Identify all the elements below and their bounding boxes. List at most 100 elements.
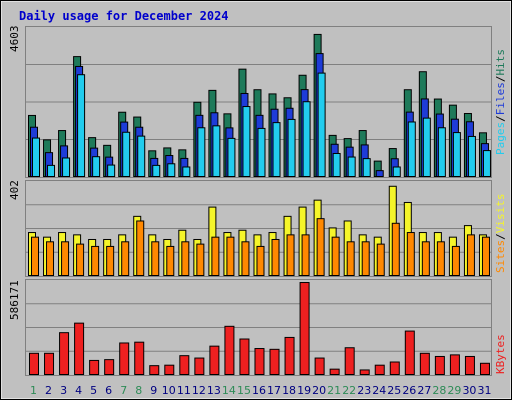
x-tick-label: 2 xyxy=(45,384,52,397)
scale-label-hits: 4603 xyxy=(8,26,21,53)
bar-kbytes-day-5 xyxy=(89,359,100,376)
x-tick-label: 26 xyxy=(402,384,416,397)
bar-kbytes-day-8 xyxy=(134,341,145,375)
bars-hits-files-pages xyxy=(26,33,492,178)
bar-kbytes-day-22 xyxy=(344,347,355,376)
bar-sites-day-12 xyxy=(196,243,205,276)
bar-pages-day-23 xyxy=(362,158,371,178)
bar-kbytes-day-7 xyxy=(119,342,130,376)
bar-sites-day-8 xyxy=(136,220,145,277)
x-tick-label: 23 xyxy=(357,384,371,397)
bar-pages-day-19 xyxy=(302,101,311,177)
x-tick-label: 17 xyxy=(267,384,281,397)
bar-sites-day-4 xyxy=(76,243,85,276)
bar-pages-day-3 xyxy=(62,157,71,177)
bar-kbytes-day-19 xyxy=(299,282,310,375)
bar-kbytes-day-17 xyxy=(269,348,280,375)
x-tick-label: 22 xyxy=(342,384,356,397)
bar-pages-day-30 xyxy=(467,135,476,178)
legend-sep-2: / xyxy=(494,76,507,83)
x-tick-label: 25 xyxy=(387,384,401,397)
bar-kbytes-day-21 xyxy=(329,368,340,375)
bar-kbytes-day-30 xyxy=(464,355,475,375)
bar-sites-day-18 xyxy=(286,234,295,277)
x-tick-label: 3 xyxy=(60,384,67,397)
bar-pages-day-22 xyxy=(347,156,356,178)
bar-sites-day-25 xyxy=(391,222,400,276)
legend-hits: Hits xyxy=(494,49,507,76)
legend-pages: Pages xyxy=(494,122,507,155)
bar-pages-day-25 xyxy=(392,166,401,177)
bar-pages-day-10 xyxy=(167,163,176,178)
bar-sites-day-9 xyxy=(151,241,160,276)
bar-kbytes-day-6 xyxy=(104,359,115,375)
bar-sites-day-26 xyxy=(406,232,415,276)
bar-pages-day-8 xyxy=(137,135,146,177)
bar-pages-day-17 xyxy=(272,122,281,178)
bar-sites-day-21 xyxy=(331,236,340,277)
legend-visits-sites: Sites/Visits xyxy=(494,194,507,274)
bar-kbytes-day-25 xyxy=(389,361,400,375)
bar-sites-day-3 xyxy=(61,241,70,276)
bar-sites-day-13 xyxy=(211,236,220,277)
x-tick-label: 29 xyxy=(447,384,461,397)
x-axis-days: 1 2 3 4 5 6 7 8 9 10 11 12 13 14 15 16 17 18 19 20 21 22 23 24 2… xyxy=(30,384,491,397)
legend-sites: Sites xyxy=(494,240,507,273)
bar-kbytes-day-10 xyxy=(164,364,175,376)
bars-visits-sites xyxy=(26,185,492,277)
panel-hits-files-pages: 4603 Pages/Files/Hits xyxy=(8,26,507,178)
bar-pages-day-6 xyxy=(107,164,116,178)
bar-kbytes-day-11 xyxy=(179,355,190,376)
panel-visits-sites: 402 Sites/Visits xyxy=(8,180,507,277)
x-tick-label: 30 xyxy=(462,384,476,397)
x-tick-label: 12 xyxy=(192,384,206,397)
bar-sites-day-1 xyxy=(31,236,39,277)
bar-pages-day-9 xyxy=(152,164,161,178)
legend-sep-1: / xyxy=(494,115,507,122)
scale-label-kbytes: 586171 xyxy=(8,280,21,320)
bar-kbytes-day-13 xyxy=(209,345,220,376)
bar-sites-day-17 xyxy=(271,238,280,277)
x-tick-label: 14 xyxy=(222,384,236,397)
bar-pages-day-7 xyxy=(122,131,131,177)
x-tick-label: 15 xyxy=(237,384,251,397)
x-tick-label: 5 xyxy=(90,384,97,397)
bar-kbytes-day-4 xyxy=(74,322,85,375)
x-tick-label: 18 xyxy=(282,384,296,397)
bar-pages-day-12 xyxy=(197,127,206,177)
bar-sites-day-28 xyxy=(436,241,445,276)
bar-kbytes-day-29 xyxy=(449,354,460,376)
bar-kbytes-day-12 xyxy=(194,357,205,376)
x-tick-label: 31 xyxy=(477,384,491,397)
bar-pages-day-11 xyxy=(182,166,191,177)
bar-pages-day-20 xyxy=(317,72,326,177)
chart-title: Daily usage for December 2024 xyxy=(19,9,229,23)
x-tick-label: 6 xyxy=(105,384,112,397)
bar-sites-day-10 xyxy=(166,245,175,276)
x-tick-label: 4 xyxy=(75,384,82,397)
legend-kbytes-label: KBytes xyxy=(494,334,507,374)
bar-sites-day-24 xyxy=(376,243,385,276)
bar-sites-day-23 xyxy=(361,241,370,276)
bar-pages-day-29 xyxy=(452,132,461,178)
bar-sites-day-16 xyxy=(256,245,265,276)
legend-visits: Visits xyxy=(494,194,507,234)
bar-pages-day-16 xyxy=(257,127,266,177)
bar-kbytes-day-28 xyxy=(434,355,445,375)
x-tick-label: 9 xyxy=(150,384,157,397)
legend-files: Files xyxy=(494,82,507,115)
x-tick-label: 21 xyxy=(327,384,341,397)
bar-pages-day-4 xyxy=(77,74,86,177)
x-tick-label: 1 xyxy=(30,384,37,397)
bar-sites-day-7 xyxy=(121,241,130,276)
bar-pages-day-15 xyxy=(242,106,251,177)
bar-kbytes-day-1 xyxy=(29,352,39,376)
bar-sites-day-11 xyxy=(181,241,190,276)
x-tick-label: 28 xyxy=(432,384,446,397)
bar-sites-day-6 xyxy=(106,245,115,276)
bar-kbytes-day-2 xyxy=(44,352,55,376)
bar-kbytes-day-3 xyxy=(59,332,70,375)
bar-kbytes-day-20 xyxy=(314,357,325,376)
panel-kbytes: 586171 KBytes xyxy=(8,279,507,376)
